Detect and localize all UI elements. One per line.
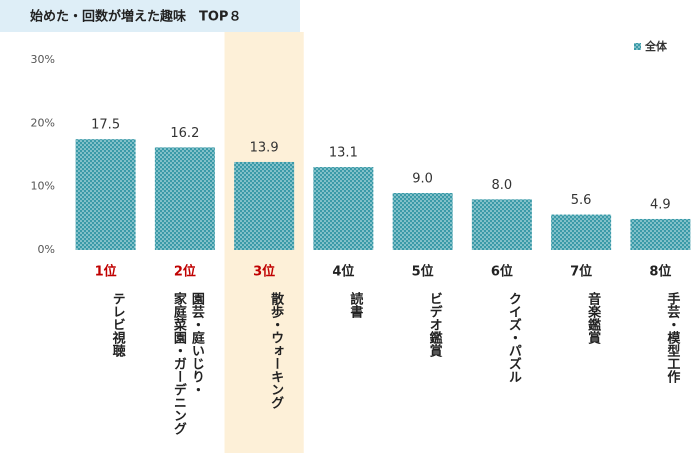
value-label: 17.5 xyxy=(91,118,120,133)
value-label: 4.9 xyxy=(650,197,671,212)
y-tick-label: 30% xyxy=(31,53,55,66)
value-label: 13.9 xyxy=(250,140,279,155)
value-label: 16.2 xyxy=(170,126,199,141)
category-label: 音楽鑑賞 xyxy=(585,292,601,344)
y-tick-label: 20% xyxy=(31,116,55,129)
category-label: ビデオ鑑賞 xyxy=(426,292,442,357)
value-label: 13.1 xyxy=(329,146,358,161)
category-label: クイズ・パズル xyxy=(505,292,521,383)
rank-label: 2位 xyxy=(174,264,196,280)
legend-label: 全体 xyxy=(644,39,668,53)
rank-label: 3位 xyxy=(253,264,275,280)
category-label: テレビ視聴 xyxy=(109,292,125,357)
title-background xyxy=(0,0,300,32)
rank-label: 7位 xyxy=(570,264,592,280)
bar xyxy=(551,214,612,250)
category-label: 散歩・ウォーキング xyxy=(268,292,284,409)
value-label: 9.0 xyxy=(412,172,433,187)
bar xyxy=(630,218,691,250)
bar xyxy=(392,193,453,250)
bar xyxy=(234,161,295,250)
value-label: 5.6 xyxy=(571,193,592,208)
chart-title: 始めた・回数が増えた趣味 TOP８ xyxy=(30,9,241,25)
rank-label: 4位 xyxy=(332,264,354,280)
category-label: 園芸・庭いじり・ 家庭菜園・ガーデニング xyxy=(170,292,204,435)
rank-label: 5位 xyxy=(412,264,434,280)
rank-label: 8位 xyxy=(649,264,671,280)
rank-label: 6位 xyxy=(491,264,513,280)
legend-swatch xyxy=(634,43,641,50)
bar xyxy=(75,139,136,250)
rank-label: 1位 xyxy=(95,264,117,280)
category-label: 手芸・模型工作 xyxy=(664,292,680,383)
bar xyxy=(313,167,374,250)
y-tick-label: 10% xyxy=(31,180,55,193)
bar xyxy=(471,199,532,250)
value-label: 8.0 xyxy=(492,178,513,193)
bar xyxy=(154,147,215,250)
category-label: 読書 xyxy=(347,292,363,318)
y-tick-label: 0% xyxy=(38,243,55,256)
